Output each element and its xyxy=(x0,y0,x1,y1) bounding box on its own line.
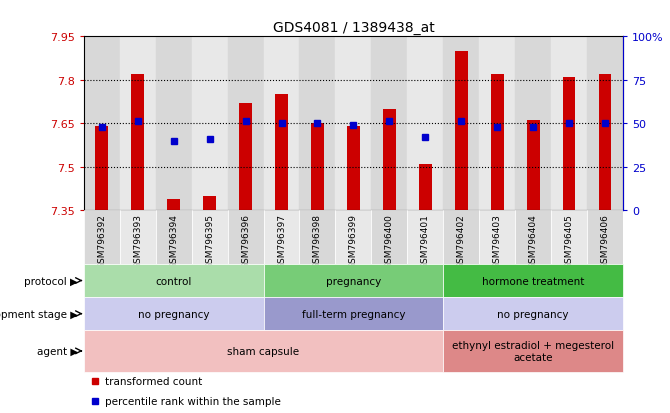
Bar xyxy=(444,264,623,297)
Bar xyxy=(419,164,431,211)
Bar xyxy=(228,37,263,211)
Bar xyxy=(336,37,371,211)
Text: hormone treatment: hormone treatment xyxy=(482,276,584,286)
Text: GSM796396: GSM796396 xyxy=(241,213,250,268)
Bar xyxy=(84,264,263,297)
Bar xyxy=(120,211,155,264)
Bar xyxy=(515,37,551,211)
Bar xyxy=(131,75,144,211)
Bar xyxy=(587,37,623,211)
Bar xyxy=(299,37,336,211)
Bar xyxy=(228,211,263,264)
Bar xyxy=(84,37,120,211)
Bar xyxy=(551,211,587,264)
Text: GSM796403: GSM796403 xyxy=(492,213,502,268)
Text: GSM796398: GSM796398 xyxy=(313,213,322,268)
Bar xyxy=(407,211,444,264)
Bar xyxy=(239,104,252,211)
Bar xyxy=(155,211,192,264)
Text: no pregnancy: no pregnancy xyxy=(497,309,569,319)
Text: control: control xyxy=(155,276,192,286)
Text: sham capsule: sham capsule xyxy=(228,346,299,356)
Text: GSM796400: GSM796400 xyxy=(385,213,394,268)
Bar xyxy=(203,196,216,211)
Bar xyxy=(347,127,360,211)
Bar xyxy=(383,109,396,211)
Text: development stage ▶: development stage ▶ xyxy=(0,309,78,319)
Text: GSM796394: GSM796394 xyxy=(169,213,178,268)
Bar xyxy=(587,211,623,264)
Text: GSM796402: GSM796402 xyxy=(457,213,466,268)
Text: agent ▶: agent ▶ xyxy=(37,346,78,356)
Bar xyxy=(479,37,515,211)
Bar xyxy=(444,330,623,372)
Bar xyxy=(551,37,587,211)
Bar xyxy=(275,95,288,211)
Bar xyxy=(84,211,120,264)
Bar xyxy=(95,127,108,211)
Bar xyxy=(407,37,444,211)
Text: percentile rank within the sample: percentile rank within the sample xyxy=(105,396,281,406)
Bar xyxy=(263,297,444,330)
Text: pregnancy: pregnancy xyxy=(326,276,381,286)
Text: no pregnancy: no pregnancy xyxy=(138,309,210,319)
Text: ethynyl estradiol + megesterol
acetate: ethynyl estradiol + megesterol acetate xyxy=(452,340,614,362)
Text: GSM796393: GSM796393 xyxy=(133,213,142,268)
Bar xyxy=(192,211,228,264)
Text: GSM796395: GSM796395 xyxy=(205,213,214,268)
Bar xyxy=(192,37,228,211)
Text: GSM796405: GSM796405 xyxy=(565,213,574,268)
Bar xyxy=(444,297,623,330)
Text: GSM796406: GSM796406 xyxy=(600,213,610,268)
Bar xyxy=(120,37,155,211)
Title: GDS4081 / 1389438_at: GDS4081 / 1389438_at xyxy=(273,21,434,35)
Bar xyxy=(311,124,324,211)
Bar xyxy=(263,264,444,297)
Bar xyxy=(371,211,407,264)
Bar xyxy=(563,78,576,211)
Bar xyxy=(515,211,551,264)
Bar xyxy=(263,211,299,264)
Bar xyxy=(263,37,299,211)
Text: protocol ▶: protocol ▶ xyxy=(24,276,78,286)
Bar xyxy=(336,211,371,264)
Text: GSM796404: GSM796404 xyxy=(529,213,538,268)
Bar xyxy=(84,330,444,372)
Bar xyxy=(444,211,479,264)
Text: GSM796401: GSM796401 xyxy=(421,213,430,268)
Bar xyxy=(527,121,539,211)
Text: GSM796399: GSM796399 xyxy=(349,213,358,268)
Bar xyxy=(455,52,468,211)
Bar xyxy=(479,211,515,264)
Bar xyxy=(599,75,612,211)
Bar xyxy=(155,37,192,211)
Text: transformed count: transformed count xyxy=(105,376,202,386)
Bar xyxy=(371,37,407,211)
Text: GSM796397: GSM796397 xyxy=(277,213,286,268)
Bar xyxy=(491,75,504,211)
Bar xyxy=(84,297,263,330)
Text: GSM796392: GSM796392 xyxy=(97,213,107,268)
Bar xyxy=(444,37,479,211)
Text: full-term pregnancy: full-term pregnancy xyxy=(302,309,405,319)
Bar xyxy=(168,199,180,211)
Bar xyxy=(299,211,336,264)
